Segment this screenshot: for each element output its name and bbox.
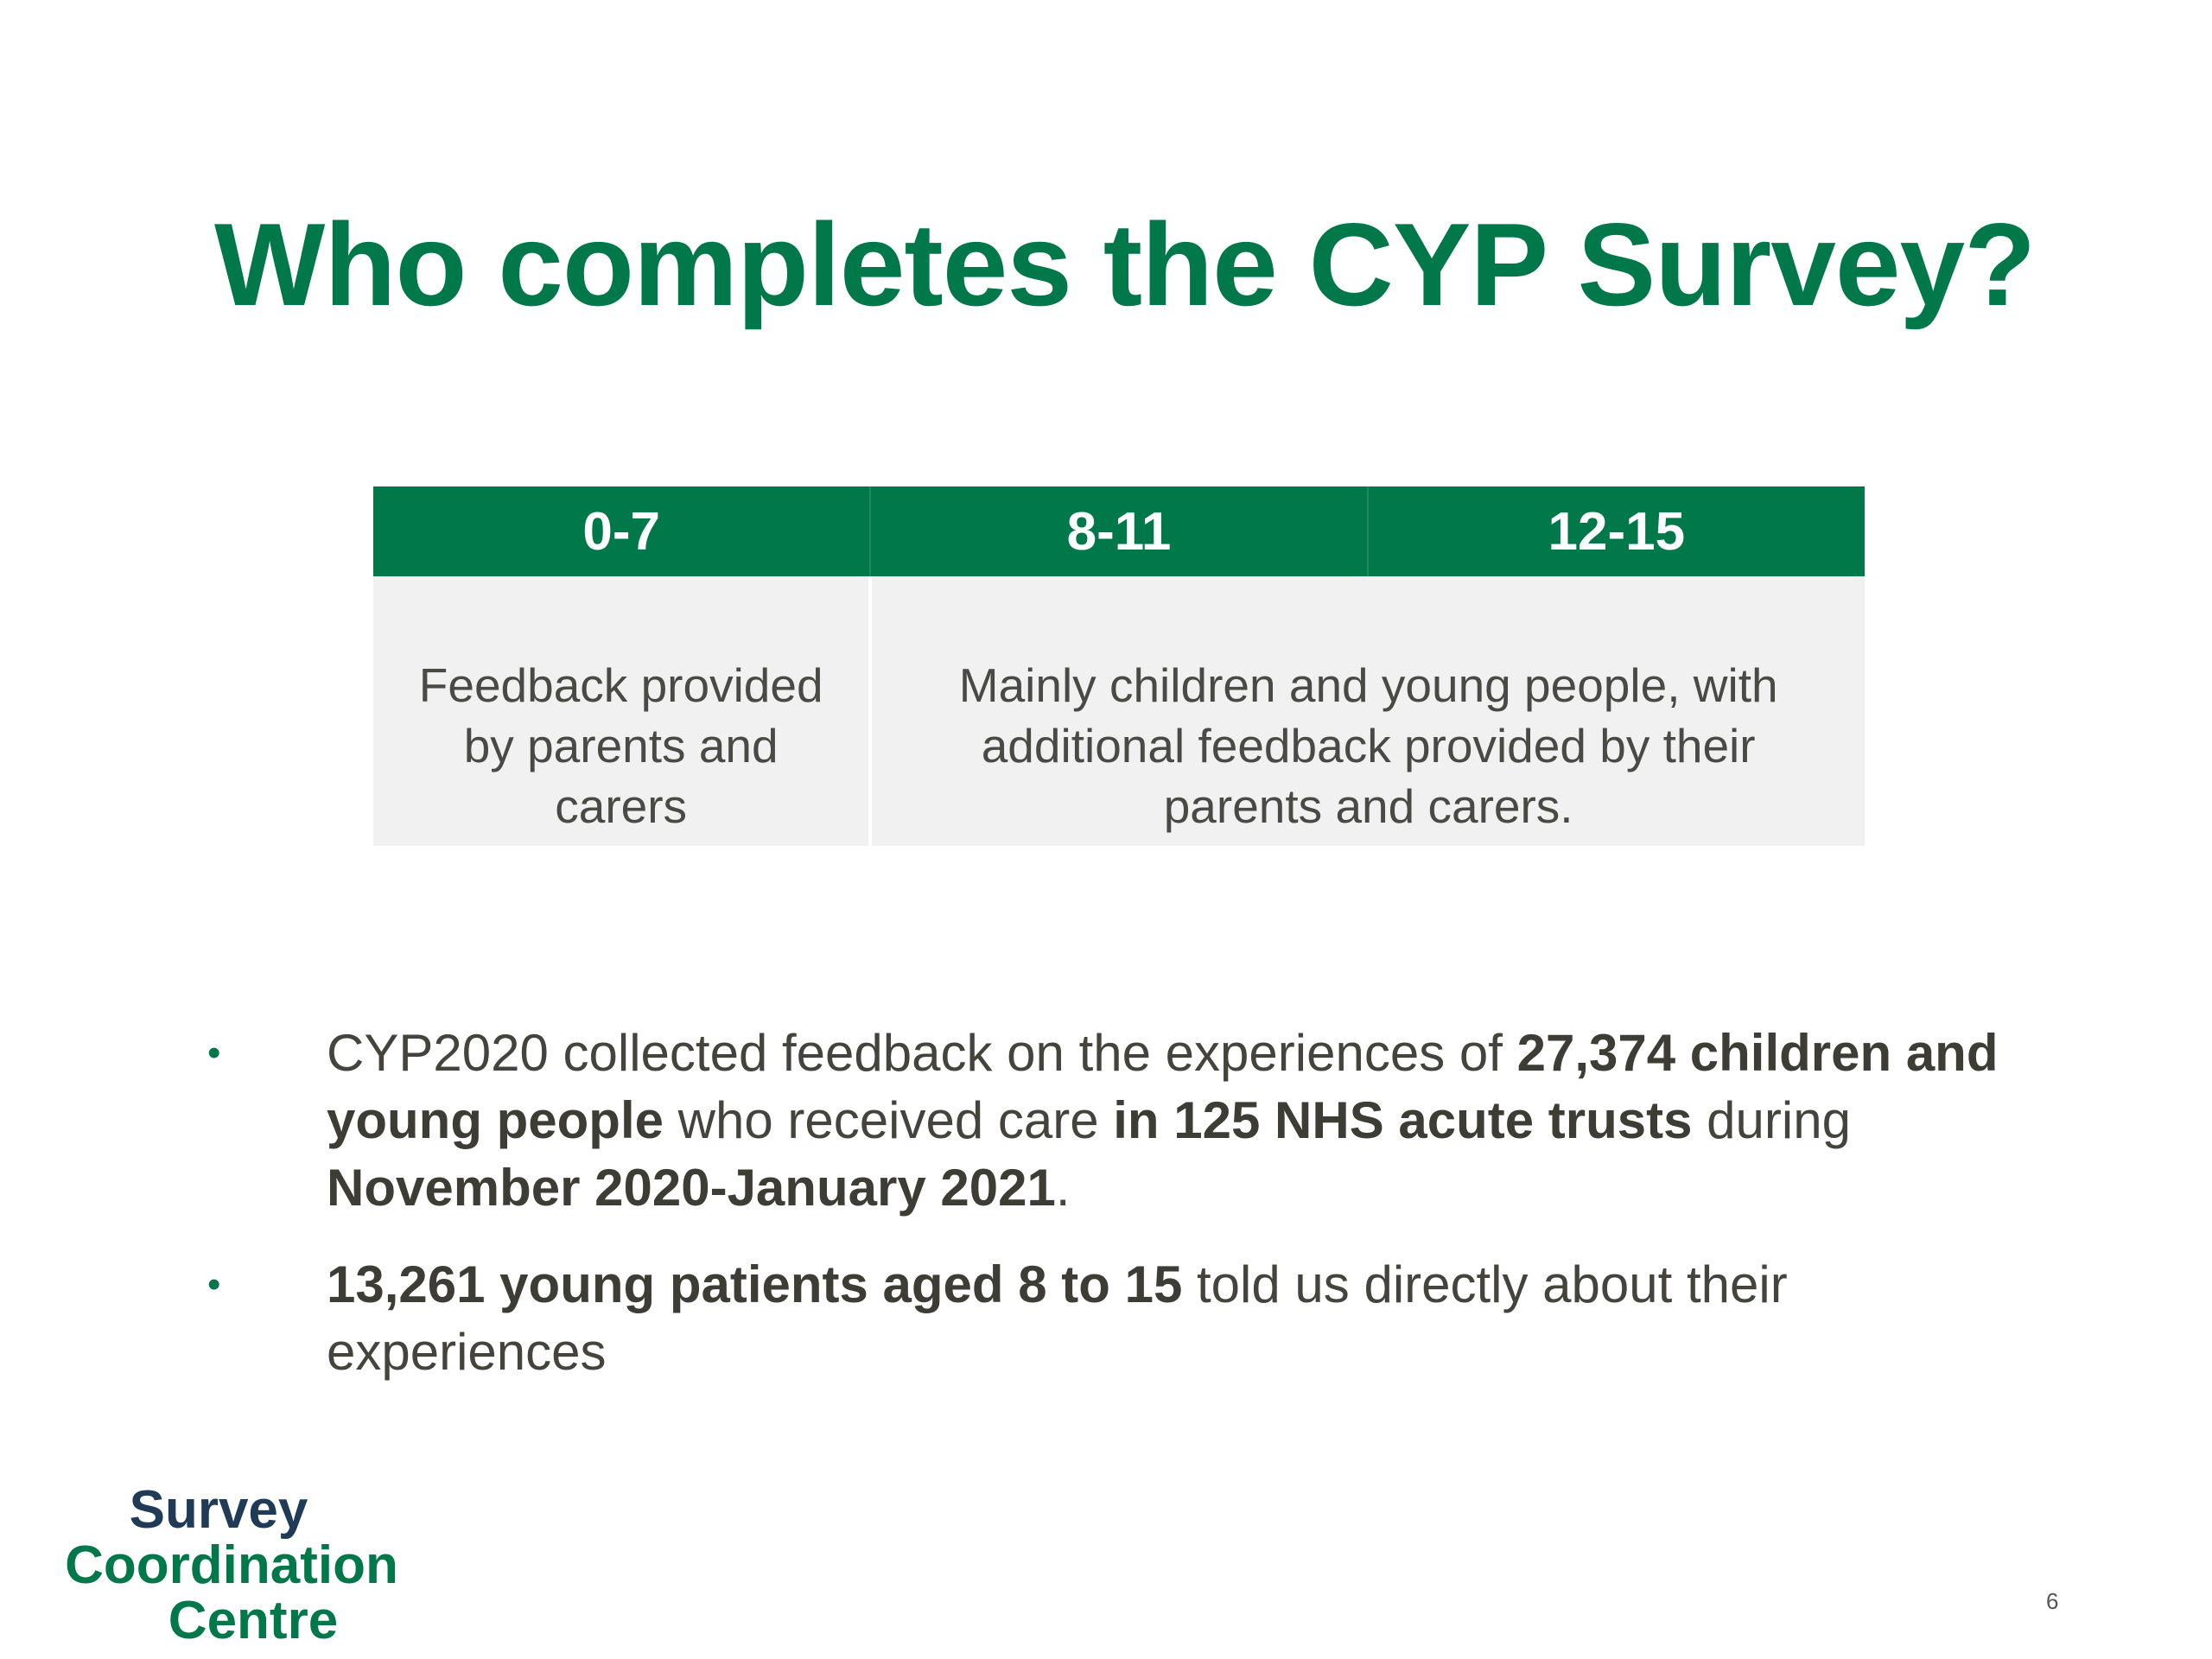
bullet-text: told us directly about their experiences <box>327 1255 1788 1381</box>
cell-children-feedback: Mainly children and young people, with a… <box>870 576 1865 846</box>
logo-line-1: Survey <box>129 1480 308 1540</box>
bullet-text-bold: 13,261 young patients aged 8 to 15 <box>327 1255 1183 1313</box>
bullet-text: CYP2020 collected feedback on the experi… <box>327 1024 1517 1082</box>
bullet-text: who received care <box>664 1091 1114 1149</box>
logo-line-3: Centre <box>168 1591 339 1650</box>
header-age-12-15: 12-15 <box>1367 486 1865 576</box>
bullet-list: • CYP2020 collected feedback on the expe… <box>207 1020 2005 1415</box>
bullet-item-2: • 13,261 young patients aged 8 to 15 tol… <box>207 1251 2005 1386</box>
header-age-8-11: 8-11 <box>870 486 1369 576</box>
bullet-dot-icon: • <box>207 1032 221 1074</box>
slide-title: Who completes the CYP Survey? <box>214 199 2036 330</box>
bullet-text: during <box>1692 1091 1851 1149</box>
cell-parents-feedback: Feedback provided by parents and carers <box>373 576 873 846</box>
header-age-0-7: 0-7 <box>373 486 872 576</box>
table-row: Feedback provided by parents and carers … <box>373 576 1865 846</box>
age-group-table: 0-7 8-11 12-15 Feedback provided by pare… <box>373 486 1865 846</box>
bullet-text-bold: in 125 NHS acute trusts <box>1113 1091 1693 1149</box>
survey-coordination-centre-logo: Survey Coordination Centre <box>50 1483 413 1649</box>
table-header-row: 0-7 8-11 12-15 <box>373 486 1865 576</box>
page-number: 6 <box>2046 1588 2059 1614</box>
bullet-text-bold: 27,374 children and young people <box>327 1024 1999 1149</box>
bullet-item-1: • CYP2020 collected feedback on the expe… <box>207 1020 2005 1222</box>
bullet-dot-icon: • <box>207 1263 221 1306</box>
bullet-text-bold: November 2020-January 2021 <box>327 1159 1056 1217</box>
bullet-text: . <box>1055 1159 1071 1217</box>
logo-line-2: Coordination <box>65 1535 398 1595</box>
